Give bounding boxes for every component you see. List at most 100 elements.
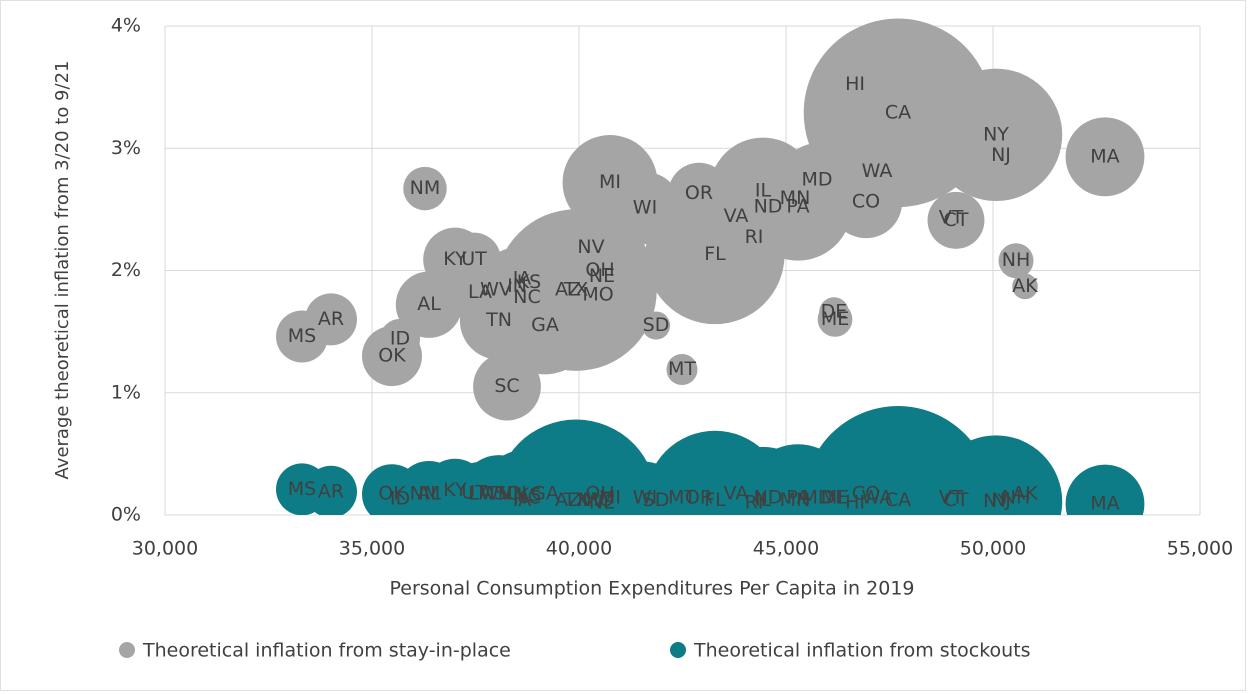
bubble-label: NH xyxy=(1002,249,1031,271)
legend-marker xyxy=(670,642,686,658)
bubble-label: NM xyxy=(410,177,441,199)
bubble-label: MI xyxy=(599,171,621,193)
bubble-label: SC xyxy=(494,483,519,505)
y-axis-title: Average theoretical inflation from 3/20 … xyxy=(52,61,73,480)
x-tick-label: 35,000 xyxy=(339,538,405,560)
bubble-label: OK xyxy=(378,345,406,367)
bubble xyxy=(362,464,422,515)
legend-label: Theoretical inflation from stockouts xyxy=(693,640,1031,662)
bubble xyxy=(1065,117,1145,197)
bubble-label: FL xyxy=(704,489,726,511)
bubble-label: OH xyxy=(585,259,614,281)
bubble-label: CT xyxy=(944,209,969,231)
axes: 30,000 35,000 40,000 45,000 50,000 55,000 0% 1%… xyxy=(111,15,1233,560)
bubble-label: MO xyxy=(582,283,613,305)
bubble-label: HI xyxy=(845,491,865,513)
bubble-label: IN xyxy=(507,275,527,297)
bubble-label: MN xyxy=(780,489,811,511)
bubble-label: WI xyxy=(633,197,657,219)
bubble-label: MT xyxy=(668,358,696,380)
bubble-label: CA xyxy=(885,101,911,123)
bubble-label: MD xyxy=(801,169,832,191)
bubble-label: OR xyxy=(685,486,713,508)
bubble-label: KS xyxy=(517,484,542,506)
bubble xyxy=(473,352,541,421)
x-tick-label: 30,000 xyxy=(132,538,198,560)
bubble-label: VT xyxy=(939,486,964,508)
bubble-label: IL xyxy=(755,180,772,202)
bubble-label: WV xyxy=(480,279,512,301)
bubble-label: CA xyxy=(885,489,911,511)
bubble-label: AR xyxy=(318,308,344,330)
bubble-label: NJ xyxy=(991,489,1011,511)
x-tick-label: 55,000 xyxy=(1167,538,1233,560)
bubble-label: MA xyxy=(1090,492,1119,514)
bubble-label: SD xyxy=(643,489,670,511)
y-tick-label: 3% xyxy=(111,137,141,159)
bubble-label: NM xyxy=(410,483,441,505)
bubble xyxy=(998,243,1034,279)
bubble xyxy=(666,354,698,386)
bubble xyxy=(1012,481,1038,508)
bubble-label: MS xyxy=(288,325,316,347)
x-tick-label: 50,000 xyxy=(960,538,1026,560)
bubble-label: MT xyxy=(668,486,696,508)
bubble xyxy=(927,191,985,249)
bubble-label: GA xyxy=(531,314,559,336)
bubble-label: ME xyxy=(821,486,849,508)
bubble-label: NE xyxy=(589,265,615,287)
bubble-label: NV xyxy=(577,489,604,511)
bubble-label: UT xyxy=(461,248,487,270)
series-bubbles xyxy=(276,406,1145,515)
bubble-label: AL xyxy=(417,483,441,505)
legend-label: Theoretical inflation from stay-in-place xyxy=(142,640,511,662)
bubble-label: FL xyxy=(704,243,726,265)
bubble xyxy=(608,172,682,245)
bubble xyxy=(666,482,698,514)
bubble-label: IA xyxy=(513,489,532,511)
series-bubbles xyxy=(276,18,1145,421)
bubble-label: IN xyxy=(507,483,527,505)
bubble-label: SD xyxy=(643,314,670,336)
bubble-label: NH xyxy=(1002,486,1031,508)
bubble-label: WA xyxy=(862,160,893,182)
bubble-label: WV xyxy=(480,483,512,505)
y-tick-label: 2% xyxy=(111,259,141,281)
bubble-label: LA xyxy=(468,483,492,505)
bubble-label: PA xyxy=(786,486,809,508)
bubble-label: NY xyxy=(983,490,1009,512)
bubble-label: WA xyxy=(862,486,893,508)
bubble-label: GA xyxy=(531,483,559,505)
bubble-label: NY xyxy=(983,123,1009,145)
y-tick-label: 4% xyxy=(111,15,141,37)
bubble-label: AK xyxy=(1012,483,1038,505)
bubble xyxy=(668,162,730,225)
bubble-label: VA xyxy=(724,205,749,227)
bubble xyxy=(956,110,1046,201)
x-tick-label: 45,000 xyxy=(753,538,819,560)
bubble-label: WI xyxy=(633,486,657,508)
bubble-label: OH xyxy=(585,483,614,505)
bubble-label: UT xyxy=(461,481,487,503)
legend-marker xyxy=(119,642,135,658)
bubble-label: ID xyxy=(390,488,410,510)
bubble-label: TX xyxy=(563,279,589,301)
bubble-label: SC xyxy=(494,375,519,397)
bubble-label: TN xyxy=(485,309,512,331)
y-tick-label: 1% xyxy=(111,381,141,403)
bubble xyxy=(276,310,328,363)
bubble xyxy=(641,486,671,515)
bubble xyxy=(817,480,853,515)
bubble-label: OK xyxy=(378,483,406,505)
bubble-label: RI xyxy=(745,226,764,248)
bubble-label: DE xyxy=(821,301,848,323)
bubble-label: KS xyxy=(517,271,542,293)
bubble xyxy=(1012,273,1038,300)
bubble-label: AR xyxy=(318,480,344,502)
bubble-label: OR xyxy=(685,182,713,204)
bubble-label: DE xyxy=(821,486,848,508)
bubble-label: MD xyxy=(801,486,832,508)
bubble xyxy=(496,276,594,375)
bubble-label: ID xyxy=(390,327,410,349)
